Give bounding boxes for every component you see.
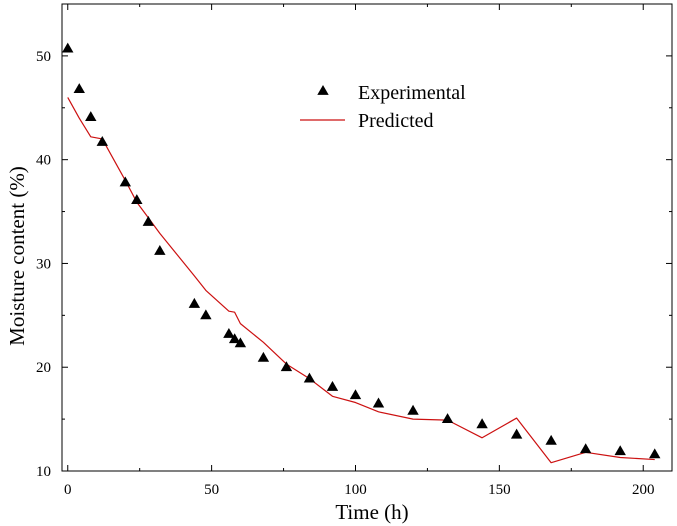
experimental-point (228, 333, 241, 344)
experimental-point (372, 397, 385, 408)
experimental-point (62, 42, 74, 53)
x-tick-label: 0 (64, 482, 72, 498)
x-tick-label: 100 (344, 482, 367, 498)
experimental-point (142, 215, 155, 226)
experimental-point (154, 244, 166, 255)
experimental-point (85, 111, 97, 122)
x-tick-label: 200 (632, 482, 655, 498)
x-axis-title: Time (h) (335, 500, 408, 524)
experimental-point (119, 176, 132, 187)
experimental-point (441, 413, 454, 424)
experimental-point (303, 372, 316, 383)
experimental-point (188, 297, 201, 308)
experimental-point (73, 83, 85, 93)
legend-triangle-icon (317, 85, 329, 95)
experimental-point (579, 443, 592, 454)
experimental-point (649, 448, 661, 459)
experimental-point (200, 309, 212, 320)
experimental-point (257, 351, 270, 362)
y-tick-label: 10 (36, 464, 51, 480)
experimental-point (545, 434, 557, 445)
x-tick-label: 50 (204, 482, 219, 498)
y-tick-label: 20 (36, 360, 51, 376)
experimental-point (326, 380, 339, 391)
axis-ticks (62, 4, 672, 472)
series-layer (62, 42, 661, 464)
legend-label-experimental: Experimental (358, 82, 466, 104)
y-tick-label: 40 (36, 153, 51, 169)
experimental-point (349, 389, 362, 400)
experimental-point (234, 337, 247, 348)
experimental-point (280, 361, 293, 372)
predicted-line (67, 97, 655, 464)
experimental-point (476, 418, 488, 429)
plot-frame (61, 3, 673, 472)
plot-border (61, 3, 673, 472)
x-tick-label: 150 (488, 482, 511, 498)
legend-marker-experimental (317, 85, 329, 95)
y-axis-title: Moisture content (%) (5, 166, 29, 346)
experimental-point (614, 445, 626, 456)
legend: Experimental Predicted (300, 82, 466, 132)
experimental-point (131, 194, 143, 205)
experimental-point (96, 136, 108, 146)
y-tick-label: 50 (36, 49, 51, 65)
y-tick-label: 30 (36, 256, 51, 272)
legend-label-predicted: Predicted (358, 110, 434, 132)
experimental-point (510, 428, 523, 439)
experimental-point (407, 404, 419, 415)
experimental-point (223, 328, 235, 338)
tick-labels: 0 50 100 150 200 10 20 30 40 50 (36, 49, 654, 498)
